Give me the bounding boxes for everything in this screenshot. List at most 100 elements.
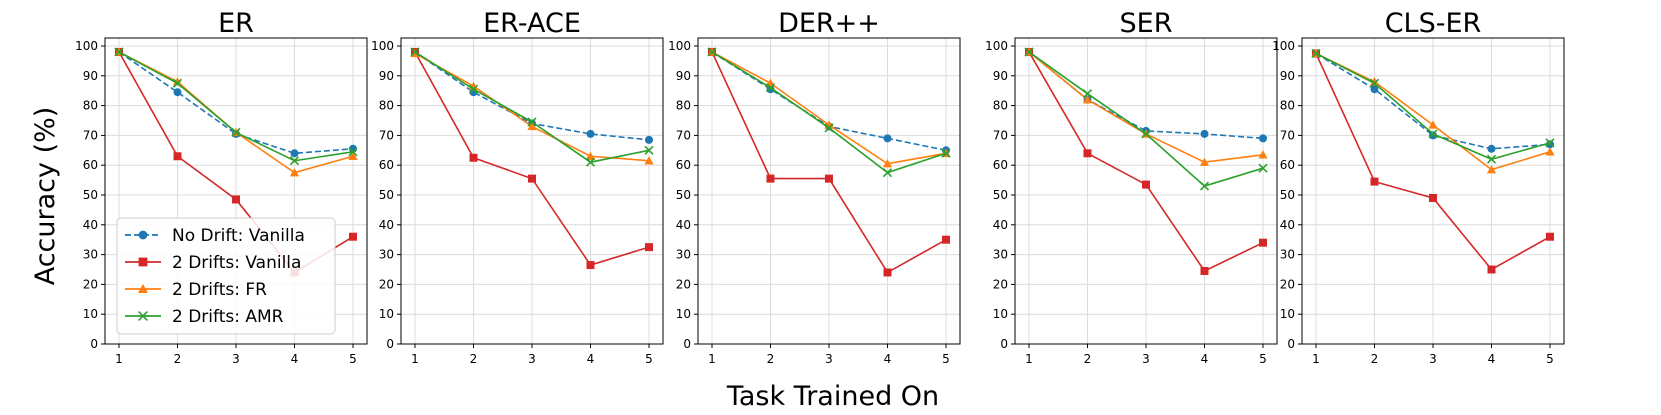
y-tick-label: 60 — [379, 158, 394, 172]
x-tick-label: 3 — [825, 352, 833, 366]
data-point — [825, 174, 833, 183]
data-point — [1486, 165, 1497, 174]
x-tick-label: 5 — [1259, 352, 1267, 366]
data-point — [1142, 180, 1150, 189]
legend-marker — [138, 257, 148, 267]
x-tick-label: 3 — [1429, 352, 1437, 366]
y-tick-label: 100 — [668, 39, 691, 53]
data-point — [765, 83, 776, 93]
x-axis-label: Task Trained On — [726, 381, 939, 412]
legend-marker — [138, 230, 148, 240]
data-point — [1258, 150, 1268, 159]
y-tick-label: 60 — [1280, 158, 1295, 172]
y-tick-label: 100 — [371, 39, 394, 53]
data-point — [1546, 140, 1554, 149]
x-tick-label: 4 — [291, 352, 299, 366]
x-tick-label: 4 — [587, 352, 595, 366]
y-tick-label: 80 — [676, 99, 691, 113]
data-point — [172, 77, 183, 86]
x-tick-label: 5 — [942, 352, 950, 366]
x-tick-label: 2 — [174, 352, 182, 366]
y-tick-label: 50 — [1280, 188, 1295, 202]
data-point — [173, 88, 182, 97]
y-tick-label: 10 — [1280, 307, 1295, 321]
legend-marker — [138, 311, 148, 321]
y-tick-label: 0 — [1000, 337, 1008, 351]
data-point — [766, 174, 775, 183]
data-point — [114, 47, 124, 57]
data-point — [1429, 193, 1437, 202]
x-tick-label: 3 — [1142, 352, 1150, 366]
data-point — [585, 157, 596, 167]
y-tick-label: 30 — [993, 248, 1008, 262]
y-tick-label: 40 — [83, 218, 98, 232]
legend-box — [116, 217, 336, 335]
y-tick-label: 0 — [90, 337, 98, 351]
data-point — [1428, 129, 1438, 139]
y-tick-label: 90 — [993, 69, 1008, 83]
panel-title: ER — [218, 8, 254, 39]
y-tick-label: 30 — [676, 248, 691, 262]
y-tick-label: 50 — [83, 188, 98, 202]
y-tick-label: 30 — [1280, 248, 1295, 262]
data-point — [1546, 232, 1554, 241]
y-tick-label: 40 — [993, 218, 1008, 232]
data-point — [1311, 48, 1321, 59]
data-point — [1545, 147, 1555, 156]
data-point — [644, 156, 654, 165]
panel-title: DER++ — [778, 8, 880, 39]
y-tick-label: 50 — [379, 188, 394, 202]
y-tick-label: 10 — [993, 307, 1008, 321]
y-tick-label: 40 — [379, 218, 394, 232]
data-point — [1429, 131, 1437, 140]
legend-label: 2 Drifts: FR — [172, 280, 267, 300]
data-point — [1083, 149, 1092, 158]
y-tick-label: 70 — [83, 128, 98, 142]
y-tick-label: 60 — [676, 158, 691, 172]
y-tick-label: 90 — [1280, 69, 1295, 83]
data-point — [528, 174, 536, 183]
y-tick-label: 30 — [83, 248, 98, 262]
panel-title: SER — [1120, 8, 1173, 39]
panel-cls-er: 0 10 20 30 40 50 60 70 80 90 100 1 2 3 4 5 CLS-ER — [1272, 8, 1565, 366]
y-tick-label: 20 — [1280, 277, 1295, 291]
data-point — [942, 235, 950, 244]
x-tick-label: 5 — [1546, 352, 1554, 366]
x-tick-label: 5 — [349, 352, 357, 366]
data-point — [348, 147, 358, 157]
data-point — [941, 148, 951, 158]
x-tick-label: 3 — [232, 352, 240, 366]
data-point — [1545, 138, 1555, 148]
data-point — [289, 156, 300, 166]
x-tick-label: 1 — [411, 352, 419, 366]
data-point — [1486, 154, 1497, 164]
x-tick-label: 2 — [1084, 352, 1092, 366]
legend: No Drift: Vanilla 2 Drifts: Vanilla 2 Drif… — [116, 217, 336, 335]
data-point — [1259, 238, 1267, 247]
y-tick-label: 60 — [993, 158, 1008, 172]
data-point — [1487, 265, 1496, 274]
y-tick-label: 60 — [83, 158, 98, 172]
data-point — [1487, 144, 1496, 153]
y-tick-label: 40 — [1280, 218, 1295, 232]
y-tick-label: 80 — [993, 99, 1008, 113]
data-point — [172, 78, 183, 88]
data-point — [527, 117, 537, 127]
data-point — [586, 261, 595, 270]
legend-marker — [137, 283, 149, 294]
y-tick-label: 90 — [379, 69, 394, 83]
data-point — [1024, 47, 1034, 57]
panel-ser: 0 10 20 30 40 50 60 70 80 90 100 1 2 3 4 5 SER — [985, 8, 1278, 366]
y-tick-label: 90 — [676, 69, 691, 83]
y-tick-label: 20 — [379, 277, 394, 291]
y-tick-label: 20 — [676, 277, 691, 291]
data-point — [527, 121, 537, 131]
data-point — [645, 135, 653, 144]
data-point — [1259, 134, 1267, 143]
y-tick-label: 10 — [83, 307, 98, 321]
y-tick-label: 70 — [993, 128, 1008, 142]
data-point — [883, 134, 892, 143]
y-tick-label: 20 — [83, 277, 98, 291]
y-tick-label: 20 — [993, 277, 1008, 291]
data-point — [1141, 129, 1151, 139]
